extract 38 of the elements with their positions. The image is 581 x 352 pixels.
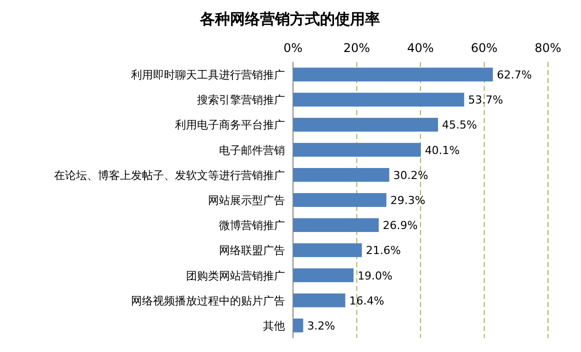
data-label: 53.7% — [468, 94, 504, 107]
data-label: 19.0% — [358, 269, 393, 282]
data-label: 21.6% — [366, 244, 401, 258]
x-tick-label: 60% — [470, 41, 498, 55]
x-tick-label: 80% — [534, 41, 562, 55]
y-tick-label: 搜索引擎营销推广 — [197, 94, 285, 107]
bar — [293, 68, 493, 82]
bar — [293, 318, 304, 332]
x-tick-label: 20% — [343, 41, 370, 55]
data-label: 26.9% — [382, 219, 418, 232]
bar — [293, 243, 362, 258]
y-tick-label: 网络联盟广告 — [219, 244, 285, 258]
bar — [293, 193, 386, 207]
data-label: 16.4% — [349, 294, 384, 308]
y-tick-label: 团购类网站营销推广 — [186, 269, 285, 282]
bar — [293, 268, 354, 282]
y-tick-label: 在论坛、博客上发帖子、发软文等进行营销推广 — [54, 168, 285, 182]
bar — [293, 218, 379, 232]
data-label: 30.2% — [393, 168, 428, 182]
x-tick-label: 0% — [283, 41, 303, 55]
y-tick-label: 网络视频播放过程中的贴片广告 — [131, 294, 285, 308]
bar — [293, 92, 464, 107]
bar — [293, 142, 421, 157]
data-label: 3.2% — [307, 319, 336, 332]
bar — [293, 293, 346, 308]
x-tick-label: 40% — [407, 41, 434, 55]
y-tick-label: 微博营销推广 — [219, 219, 285, 232]
y-tick-label: 利用即时聊天工具进行营销推广 — [131, 68, 285, 82]
data-label: 62.7% — [496, 68, 532, 82]
chart-title: 各种网络营销方式的使用率 — [199, 10, 380, 28]
y-tick-label: 利用电子商务平台推广 — [175, 118, 285, 132]
y-tick-label: 电子邮件营销 — [219, 144, 285, 157]
bar — [293, 118, 438, 132]
data-label: 40.1% — [424, 144, 460, 157]
bar — [293, 168, 390, 182]
y-tick-label: 其他 — [263, 319, 285, 332]
data-label: 45.5% — [442, 118, 477, 132]
y-tick-label: 网站展示型广告 — [208, 194, 285, 207]
